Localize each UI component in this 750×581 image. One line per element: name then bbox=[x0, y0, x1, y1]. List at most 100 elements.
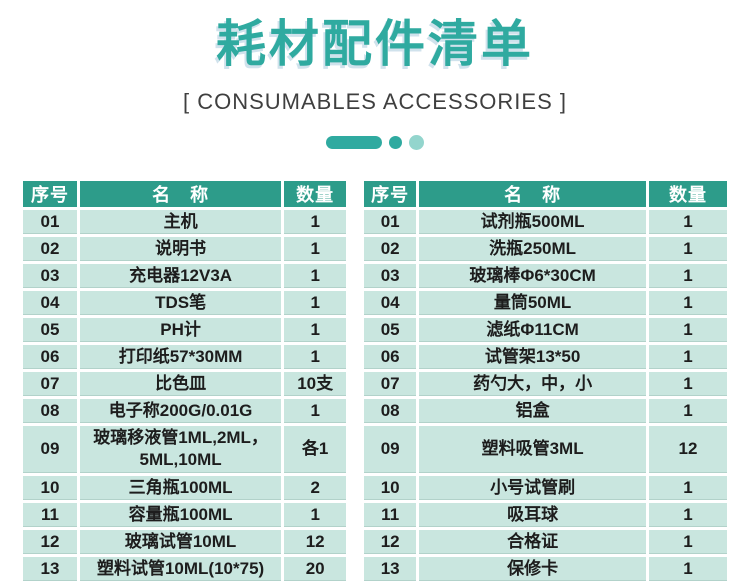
cell-no: 01 bbox=[23, 210, 77, 234]
cell-name: 小号试管刷 bbox=[419, 476, 646, 500]
cell-no: 04 bbox=[364, 291, 417, 315]
accessories-table-left: 序号 名 称 数量 01 主机 1 02 说明书 1 03 充电器12V3A 1 04 TDS笔 1 0… bbox=[20, 178, 349, 581]
cell-no: 11 bbox=[23, 503, 77, 527]
cell-name: 玻璃棒Φ6*30CM bbox=[419, 264, 646, 288]
cell-qty: 1 bbox=[649, 530, 727, 554]
cell-qty: 12 bbox=[284, 530, 347, 554]
column-header-no: 序号 bbox=[23, 181, 77, 207]
cell-no: 06 bbox=[364, 345, 417, 369]
cell-qty: 1 bbox=[284, 264, 347, 288]
cell-qty: 1 bbox=[649, 318, 727, 342]
column-header-no: 序号 bbox=[364, 181, 417, 207]
cell-qty: 1 bbox=[284, 237, 347, 261]
page-subtitle: [ CONSUMABLES ACCESSORIES ] bbox=[183, 89, 567, 114]
cell-name: 铝盒 bbox=[419, 399, 646, 423]
cell-qty: 10支 bbox=[284, 372, 347, 396]
cell-no: 08 bbox=[23, 399, 77, 423]
cell-qty: 2 bbox=[284, 476, 347, 500]
cell-name: 药勺大，中，小 bbox=[419, 372, 646, 396]
cell-qty: 1 bbox=[649, 345, 727, 369]
cell-qty: 20 bbox=[284, 557, 347, 581]
cell-name: 三角瓶100ML bbox=[80, 476, 282, 500]
cell-name: 洗瓶250ML bbox=[419, 237, 646, 261]
cell-no: 03 bbox=[23, 264, 77, 288]
divider-dot-dark bbox=[389, 136, 402, 149]
cell-no: 04 bbox=[23, 291, 77, 315]
table-header-row: 序号 名 称 数量 bbox=[23, 181, 347, 207]
column-header-name: 名 称 bbox=[419, 181, 646, 207]
cell-no: 05 bbox=[364, 318, 417, 342]
cell-no: 03 bbox=[364, 264, 417, 288]
cell-name: 说明书 bbox=[80, 237, 282, 261]
cell-no: 09 bbox=[364, 426, 417, 473]
title-divider bbox=[0, 135, 750, 150]
cell-name: 试管架13*50 bbox=[419, 345, 646, 369]
cell-name: 塑料吸管3ML bbox=[419, 426, 646, 473]
table-row: 03 充电器12V3A 1 bbox=[23, 264, 347, 288]
cell-no: 07 bbox=[364, 372, 417, 396]
table-row: 06 试管架13*50 1 bbox=[364, 345, 727, 369]
cell-no: 08 bbox=[364, 399, 417, 423]
cell-qty: 1 bbox=[649, 264, 727, 288]
cell-qty: 1 bbox=[649, 291, 727, 315]
table-row: 08 电子称200G/0.01G 1 bbox=[23, 399, 347, 423]
cell-no: 02 bbox=[23, 237, 77, 261]
cell-name: PH计 bbox=[80, 318, 282, 342]
cell-no: 12 bbox=[23, 530, 77, 554]
table-row: 04 量筒50ML 1 bbox=[364, 291, 727, 315]
cell-name: 容量瓶100ML bbox=[80, 503, 282, 527]
cell-name: 打印纸57*30MM bbox=[80, 345, 282, 369]
cell-qty: 1 bbox=[649, 503, 727, 527]
tables-area: 序号 名 称 数量 01 主机 1 02 说明书 1 03 充电器12V3A 1 04 TDS笔 1 0… bbox=[20, 178, 730, 581]
cell-name: 滤纸Φ11CM bbox=[419, 318, 646, 342]
table-row: 11 吸耳球 1 bbox=[364, 503, 727, 527]
table-header-row: 序号 名 称 数量 bbox=[364, 181, 727, 207]
table-row: 10 小号试管刷 1 bbox=[364, 476, 727, 500]
cell-qty: 1 bbox=[649, 399, 727, 423]
cell-name: 合格证 bbox=[419, 530, 646, 554]
table-row: 03 玻璃棒Φ6*30CM 1 bbox=[364, 264, 727, 288]
cell-no: 06 bbox=[23, 345, 77, 369]
cell-name: 量筒50ML bbox=[419, 291, 646, 315]
cell-no: 07 bbox=[23, 372, 77, 396]
table-row: 12 玻璃试管10ML 12 bbox=[23, 530, 347, 554]
cell-name: 电子称200G/0.01G bbox=[80, 399, 282, 423]
table-row: 09 塑料吸管3ML 12 bbox=[364, 426, 727, 473]
table-row: 11 容量瓶100ML 1 bbox=[23, 503, 347, 527]
cell-name: 玻璃移液管1ML,2ML，5ML,10ML bbox=[80, 426, 282, 473]
cell-no: 10 bbox=[364, 476, 417, 500]
table-row: 07 比色皿 10支 bbox=[23, 372, 347, 396]
cell-qty: 1 bbox=[284, 291, 347, 315]
cell-name: 塑料试管10ML(10*75) bbox=[80, 557, 282, 581]
table-row: 01 主机 1 bbox=[23, 210, 347, 234]
column-header-name: 名 称 bbox=[80, 181, 282, 207]
page-title: 耗材配件清单 bbox=[216, 16, 534, 72]
page-header: 耗材配件清单 [ CONSUMABLES ACCESSORIES ] bbox=[0, 0, 750, 150]
cell-no: 09 bbox=[23, 426, 77, 473]
cell-qty: 1 bbox=[284, 345, 347, 369]
table-row: 13 塑料试管10ML(10*75) 20 bbox=[23, 557, 347, 581]
cell-name: 保修卡 bbox=[419, 557, 646, 581]
cell-no: 02 bbox=[364, 237, 417, 261]
cell-qty: 1 bbox=[284, 318, 347, 342]
cell-qty: 1 bbox=[649, 237, 727, 261]
table-row: 06 打印纸57*30MM 1 bbox=[23, 345, 347, 369]
cell-qty: 1 bbox=[649, 210, 727, 234]
table-row: 13 保修卡 1 bbox=[364, 557, 727, 581]
cell-name: 玻璃试管10ML bbox=[80, 530, 282, 554]
cell-no: 05 bbox=[23, 318, 77, 342]
cell-no: 13 bbox=[23, 557, 77, 581]
table-row: 08 铝盒 1 bbox=[364, 399, 727, 423]
cell-name: 比色皿 bbox=[80, 372, 282, 396]
column-header-qty: 数量 bbox=[649, 181, 727, 207]
divider-pill bbox=[326, 136, 382, 149]
cell-no: 12 bbox=[364, 530, 417, 554]
cell-qty: 1 bbox=[284, 503, 347, 527]
column-header-qty: 数量 bbox=[284, 181, 347, 207]
table-row: 05 滤纸Φ11CM 1 bbox=[364, 318, 727, 342]
cell-name: 主机 bbox=[80, 210, 282, 234]
cell-no: 13 bbox=[364, 557, 417, 581]
cell-name: 试剂瓶500ML bbox=[419, 210, 646, 234]
table-row: 02 洗瓶250ML 1 bbox=[364, 237, 727, 261]
